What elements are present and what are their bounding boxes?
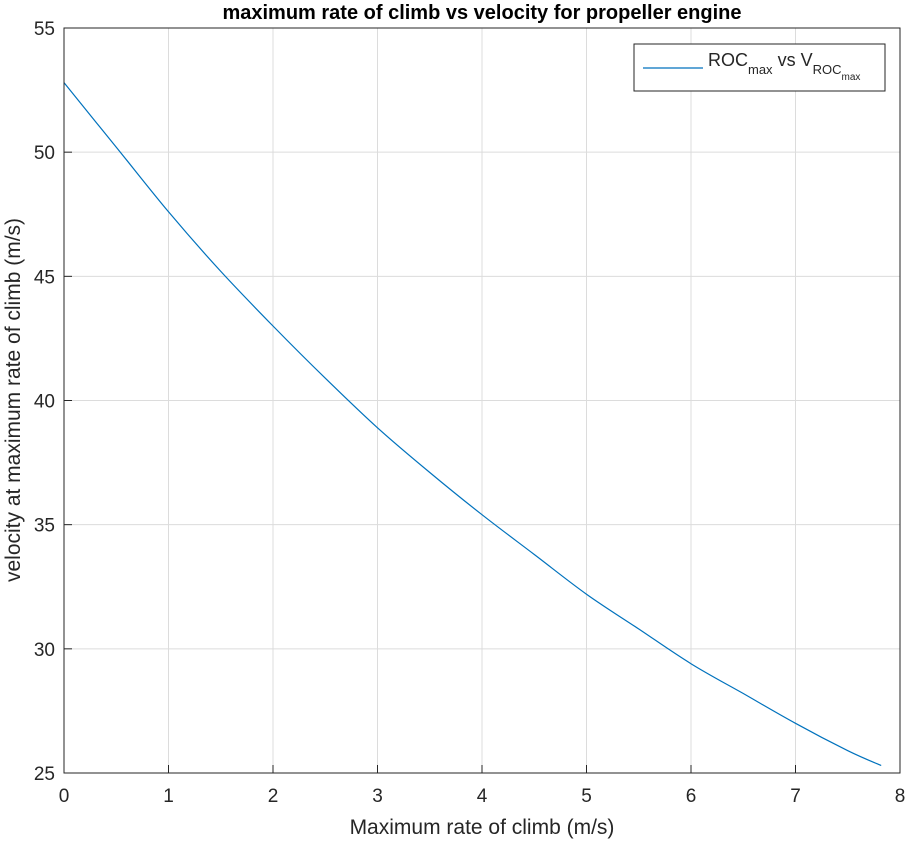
y-tick-label: 40 — [34, 392, 55, 413]
x-tick-label: 3 — [372, 786, 383, 807]
x-tick-label: 4 — [477, 786, 488, 807]
legend: ROCmax vs VROCmax — [633, 43, 886, 92]
y-tick-label: 30 — [34, 640, 55, 661]
chart-title: maximum rate of climb vs velocity for pr… — [222, 2, 741, 24]
x-tick-label: 7 — [790, 786, 801, 807]
legend-entry: ROCmax vs VROCmax — [708, 50, 860, 83]
x-tick-label: 2 — [268, 786, 279, 807]
y-tick-label: 50 — [34, 143, 55, 164]
x-tick-label: 0 — [59, 786, 70, 807]
x-tick-label: 1 — [163, 786, 174, 807]
x-tick-label: 8 — [895, 786, 906, 807]
y-axis-label: velocity at maximum rate of climb (m/s) — [2, 218, 25, 582]
series-layer — [63, 82, 882, 767]
y-tick-label: 55 — [34, 19, 55, 40]
y-tick-label: 45 — [34, 267, 55, 288]
y-tick-label: 35 — [34, 516, 55, 537]
x-tick-label: 6 — [686, 786, 697, 807]
x-tick-label: 5 — [581, 786, 592, 807]
series-line — [63, 82, 882, 767]
x-axis-label: Maximum rate of climb (m/s) — [350, 816, 615, 839]
y-tick-label: 25 — [34, 764, 55, 785]
